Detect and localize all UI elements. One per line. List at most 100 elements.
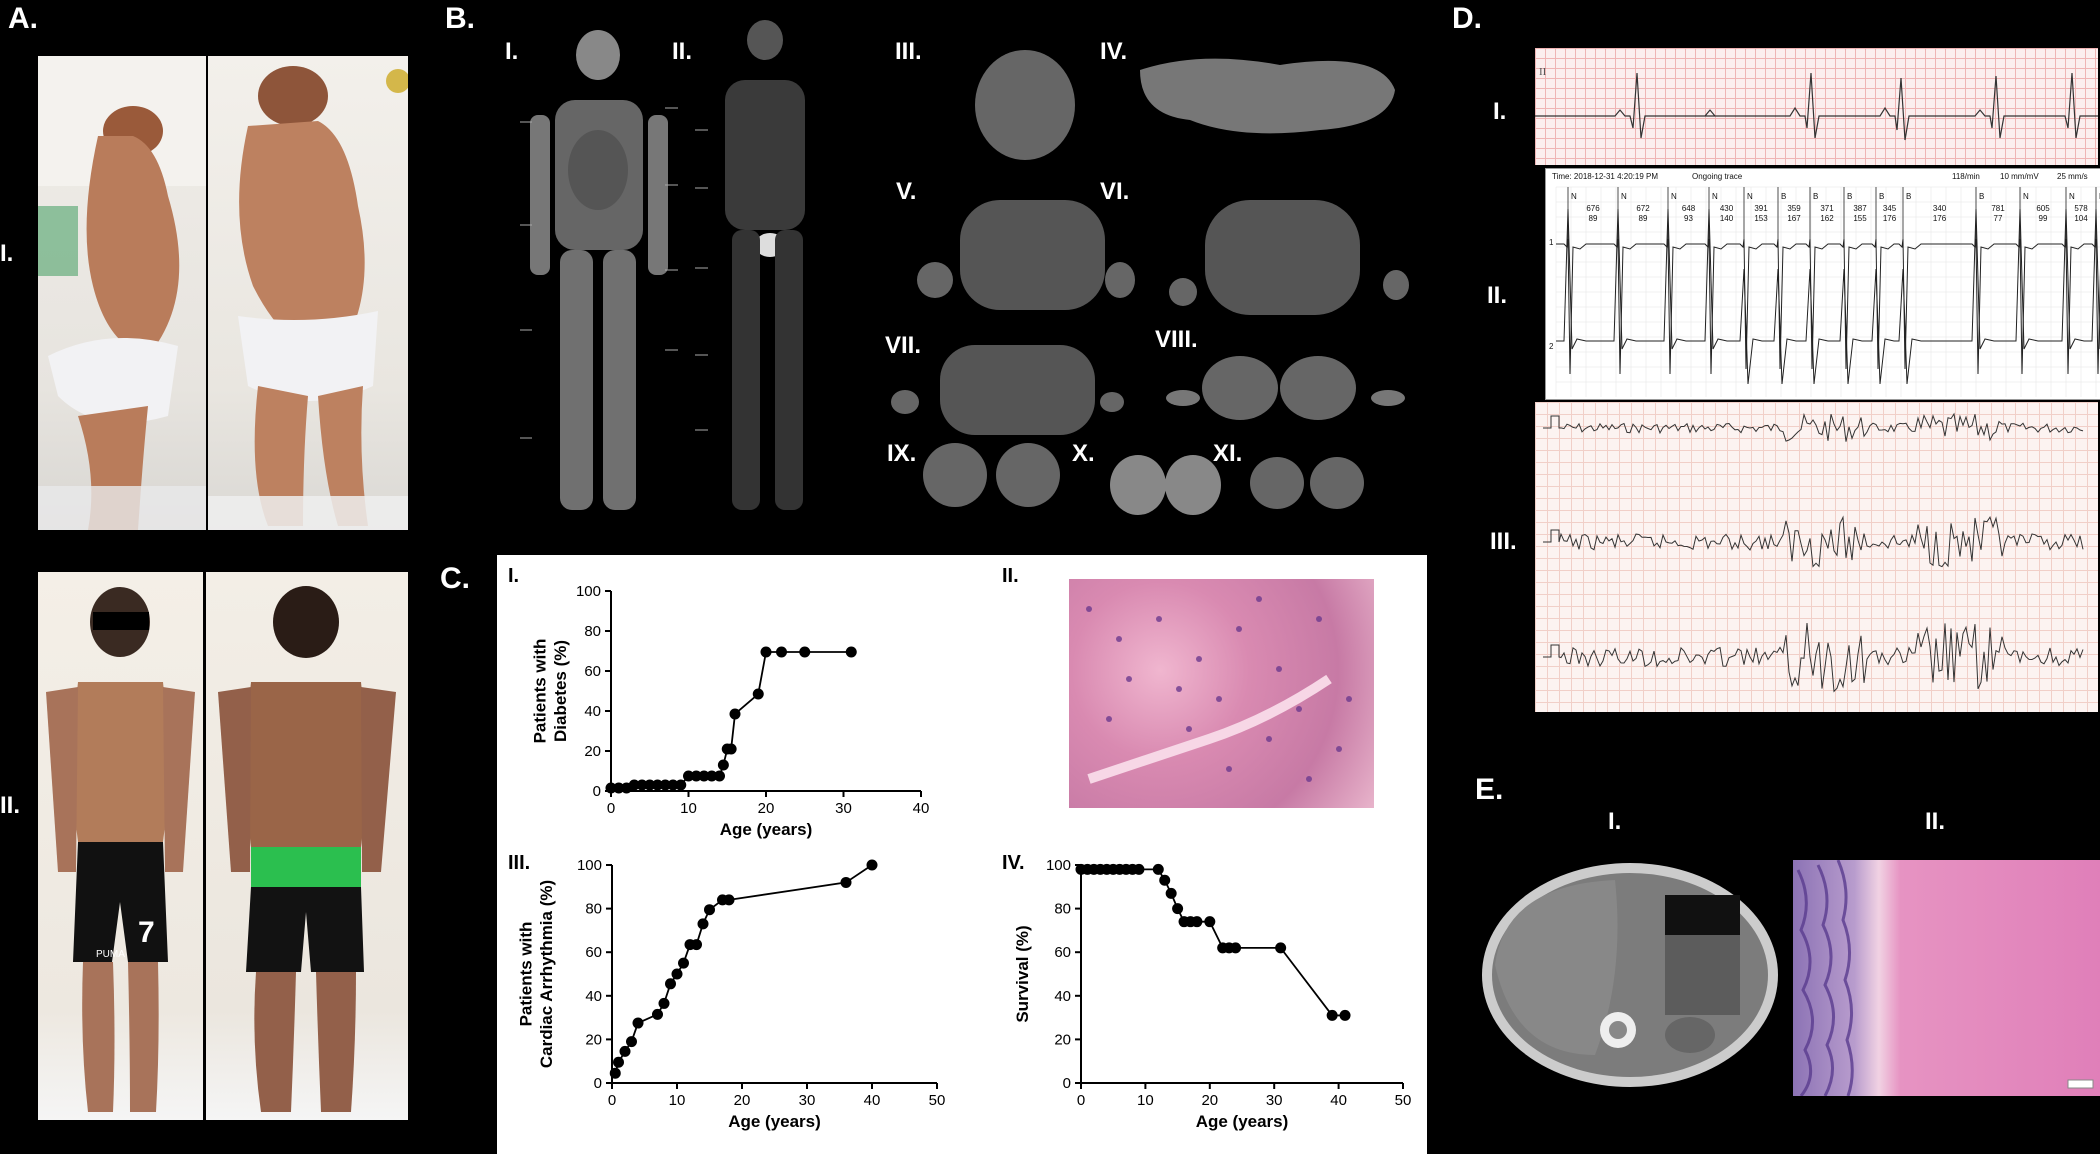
- data-point: [613, 782, 625, 794]
- y-axis-label: Survival (%): [1013, 925, 1032, 1022]
- data-point: [626, 1036, 637, 1048]
- data-point: [706, 770, 718, 782]
- mri-panel-graphics: [520, 20, 1409, 515]
- data-point: [1159, 874, 1171, 886]
- x-axis-label: Age (years): [728, 1112, 821, 1131]
- data-point: [636, 779, 648, 791]
- ecg-channel-2-trace: [1556, 208, 2100, 385]
- x-tick-label: 0: [608, 1092, 616, 1109]
- ecg-vt-trace: [1543, 623, 2084, 693]
- y-tick-label: 0: [594, 1075, 602, 1092]
- ecg-channel-1-trace: [1556, 238, 2100, 375]
- mri-label-i: I.: [505, 38, 519, 65]
- mri-coronal-stir: [725, 20, 805, 510]
- rr-interval-label: 345 176: [1883, 204, 1897, 223]
- mri-label-x: X.: [1072, 440, 1095, 467]
- data-point: [1133, 863, 1145, 875]
- beat-label: N: [2023, 192, 2029, 201]
- y-tick-label: 80: [584, 623, 601, 640]
- x-tick-label: 40: [864, 1092, 881, 1109]
- series-line: [614, 864, 873, 1074]
- y-tick-label: 100: [577, 857, 602, 874]
- x-tick-label: 50: [1395, 1092, 1412, 1109]
- mri-axial-thigh-right: [1280, 356, 1356, 420]
- data-point: [619, 1045, 631, 1057]
- data-point: [725, 743, 737, 755]
- panel-a-label: A.: [8, 2, 38, 35]
- panel-d-label: D.: [1452, 2, 1482, 35]
- data-point: [659, 779, 671, 791]
- rr-interval-label: 605 99: [2036, 204, 2050, 223]
- data-point: [698, 770, 710, 782]
- x-tick-label: 40: [913, 800, 930, 817]
- ecg-holter-trace: Time: 2018-12-31 4:20:19 PM Ongoing trac…: [1545, 168, 2100, 400]
- data-point: [675, 779, 687, 791]
- data-point: [1326, 1009, 1338, 1021]
- panel-e-label: E.: [1475, 773, 1504, 806]
- ecg-trace-gain: 10 mm/mV: [2000, 172, 2039, 181]
- data-point: [690, 770, 702, 782]
- data-point: [678, 957, 689, 969]
- data-point: [665, 978, 676, 990]
- data-point: [752, 688, 764, 700]
- y-tick-label: 20: [585, 1031, 602, 1048]
- mri-axial-pelvis: [940, 345, 1095, 435]
- patient-photo-a1-front: [208, 56, 408, 530]
- panel-c-sub-i: I.: [508, 565, 520, 587]
- y-tick-label: 20: [1054, 1031, 1071, 1048]
- panel-d-row-1-label: I.: [1493, 98, 1507, 125]
- data-point: [1275, 942, 1287, 954]
- y-tick-label: 0: [1063, 1075, 1071, 1092]
- ecg-strip-vt: [1535, 402, 2098, 712]
- panel-a-row-2-label: II.: [0, 792, 21, 819]
- beat-label: B: [1879, 192, 1884, 201]
- colon-histology-image: [1793, 860, 2100, 1096]
- beat-label: N: [1671, 192, 1677, 201]
- panel-c-sub-ii: II.: [1002, 565, 1019, 587]
- beat-label: B: [1813, 192, 1818, 201]
- x-tick-label: 0: [607, 800, 615, 817]
- x-tick-label: 20: [758, 800, 775, 817]
- data-point: [683, 770, 694, 782]
- data-point: [840, 876, 852, 888]
- mri-label-iii: III.: [895, 38, 922, 65]
- beat-label: B: [1781, 192, 1786, 201]
- ecg-vt-trace: [1543, 412, 2084, 442]
- y-tick-label: 20: [584, 743, 601, 760]
- mri-axial-thigh-left: [1202, 356, 1278, 420]
- jersey-number: 7: [138, 916, 155, 949]
- mri-label-iv: IV.: [1100, 38, 1128, 65]
- data-point: [613, 1056, 624, 1068]
- x-tick-label: 30: [835, 800, 852, 817]
- y-tick-label: 80: [1054, 901, 1071, 918]
- panel-d-row-2-label: II.: [1487, 282, 1508, 309]
- rr-interval-label: 430 140: [1720, 204, 1734, 223]
- data-point: [866, 859, 878, 871]
- data-point: [723, 894, 735, 906]
- beat-label: N: [2069, 192, 2075, 201]
- ct-axial-abdomen-image: [1475, 855, 1785, 1095]
- panel-c-sub-iii: III.: [508, 852, 531, 874]
- chart-diabetes: 0 10 20 30 40 0 20 40 60 80 100 Age (years) Patients…: [531, 583, 930, 839]
- channel-label: 1: [1549, 238, 1554, 247]
- x-tick-label: 30: [1266, 1092, 1283, 1109]
- mri-axial-abdomen: [1205, 200, 1360, 315]
- panel-c-label: C.: [440, 562, 470, 595]
- rr-interval-label: 391 153: [1754, 204, 1768, 223]
- ecg-trace-time: Time: 2018-12-31 4:20:19 PM: [1552, 172, 1658, 181]
- mri-axial-calf-right: [1310, 457, 1364, 509]
- panel-b-label: B.: [445, 2, 475, 35]
- data-point: [667, 779, 679, 791]
- rr-interval-label: 387 155: [1853, 204, 1867, 223]
- data-point: [1152, 863, 1164, 875]
- x-tick-label: 50: [929, 1092, 946, 1109]
- data-point: [799, 646, 811, 658]
- jersey-brand: PUMA: [96, 949, 125, 960]
- mri-label-viii: VIII.: [1155, 326, 1198, 353]
- data-point: [652, 779, 663, 791]
- beat-label: N: [1571, 192, 1577, 201]
- rr-interval-label: 676 89: [1586, 204, 1600, 223]
- mri-label-xi: XI.: [1213, 440, 1243, 467]
- y-tick-label: 100: [576, 583, 601, 600]
- data-point: [729, 708, 741, 720]
